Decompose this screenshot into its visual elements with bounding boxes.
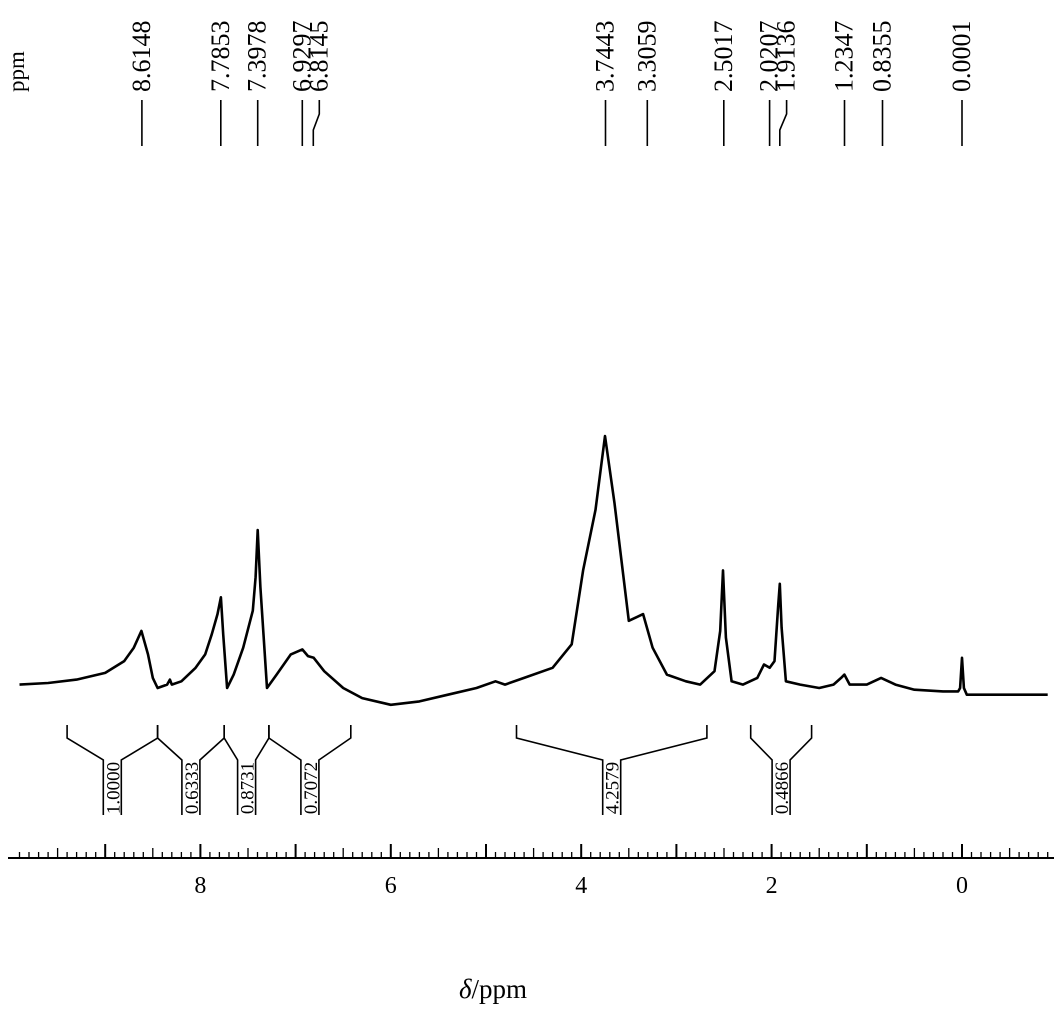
peak-label: 3.7443 (591, 21, 620, 93)
peak-label: 2.5017 (709, 21, 738, 93)
peak-label: 0.0001 (947, 21, 976, 93)
integral-bracket (749, 725, 813, 815)
peak-leader-line (779, 100, 788, 146)
peak-label: 6.9297 (287, 21, 316, 93)
x-tick-label: 4 (575, 873, 587, 899)
integrals: 1.0000 0.6333 0.8731 0.7072 4.2579 0.4866 (66, 725, 813, 815)
x-tick-label: 2 (766, 873, 778, 899)
peak-label: 1.2347 (830, 21, 859, 93)
integral-value: 0.6333 (182, 762, 203, 814)
peak-leader-line (312, 100, 321, 146)
x-axis-minor-ticks (18, 848, 1049, 858)
peak-label: 1.9136 (772, 21, 801, 93)
unit-label: ppm (4, 51, 29, 92)
x-tick-label: 0 (956, 873, 968, 899)
peak-label: 6.8145 (304, 21, 333, 93)
peak-label: 0.8355 (868, 21, 897, 93)
peak-label: 8.6148 (127, 21, 156, 93)
peak-label: 2.0207 (755, 21, 784, 93)
peak-label: 3.3059 (632, 21, 661, 93)
spectrum-trace (19, 434, 1048, 707)
x-axis-ticks: 8 6 4 2 0 (18, 844, 1049, 899)
integral-value: 4.2579 (603, 762, 624, 814)
x-axis-title: δ/ppm (459, 974, 527, 1004)
integral-value: 0.8731 (238, 762, 259, 814)
integral-value: 1.0000 (103, 762, 124, 814)
peak-label: 7.7853 (206, 21, 235, 93)
x-axis-title-symbol: δ (459, 974, 472, 1004)
x-axis-major-ticks (104, 844, 963, 858)
peak-label: 7.3978 (243, 21, 272, 93)
integral-bracket (515, 725, 708, 815)
x-tick-label: 6 (385, 873, 397, 899)
x-tick-label: 8 (194, 873, 206, 899)
x-axis-title-unit: /ppm (472, 974, 528, 1004)
integral-value: 0.7072 (301, 762, 322, 814)
integral-bracket (268, 725, 352, 815)
integral-value: 0.4866 (772, 762, 793, 814)
